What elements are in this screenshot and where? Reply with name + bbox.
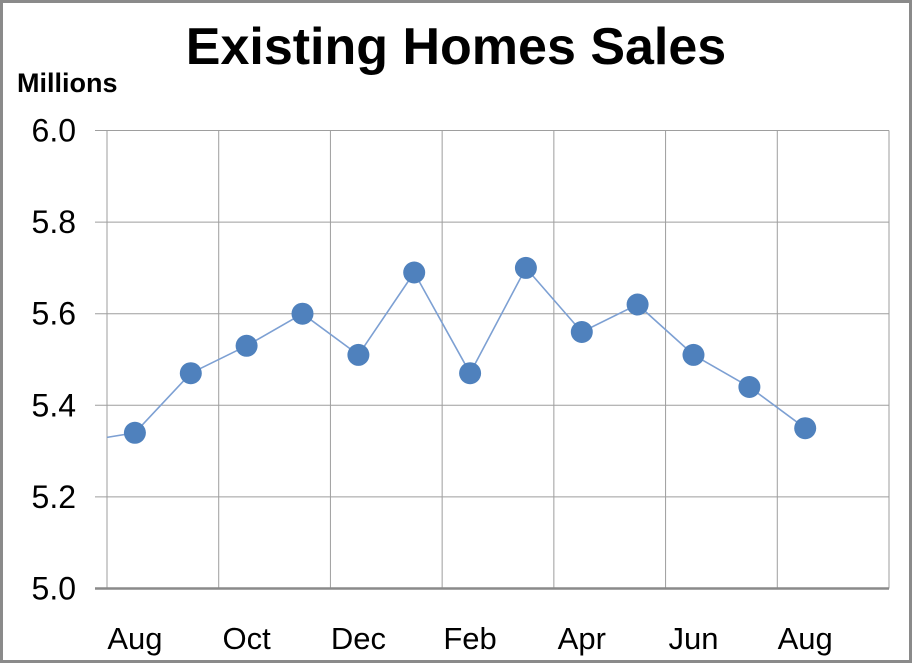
x-tick-label: Apr (558, 621, 606, 656)
chart-title: Existing Homes Sales (185, 18, 727, 76)
y-tick-label: 5.0 (32, 571, 76, 607)
x-tick-label: Feb (443, 621, 496, 656)
data-point-marker (626, 293, 649, 316)
x-tick-label: Dec (331, 621, 386, 656)
y-tick-label: 5.8 (32, 204, 76, 240)
x-tick-label: Aug (778, 621, 833, 656)
x-tick-label: Aug (107, 621, 162, 656)
y-tick-label: 5.2 (32, 479, 76, 515)
plot-area: 6.0 5.8 5.6 5.4 5.2 5.0 Aug Oct Dec Feb Apr Jun Aug (32, 113, 890, 656)
y-tick-label: 6.0 (32, 113, 76, 149)
x-tick-label: Oct (222, 621, 271, 656)
data-point-marker (291, 302, 314, 325)
x-tick-label: Jun (669, 621, 719, 656)
data-point-marker (794, 417, 817, 440)
y-axis-unit-label: Millions (17, 68, 118, 98)
data-point-marker (459, 362, 482, 385)
data-point-marker (347, 343, 370, 366)
data-point-marker (514, 256, 537, 279)
data-point-marker (403, 261, 426, 284)
data-point-marker (570, 321, 593, 343)
data-point-marker (738, 376, 761, 398)
y-tick-label: 5.6 (32, 296, 76, 332)
y-tick-label: 5.4 (32, 387, 76, 423)
data-point-marker (235, 334, 258, 357)
data-point-marker (179, 362, 202, 385)
data-point-marker (682, 343, 705, 366)
data-point-marker (123, 421, 146, 444)
